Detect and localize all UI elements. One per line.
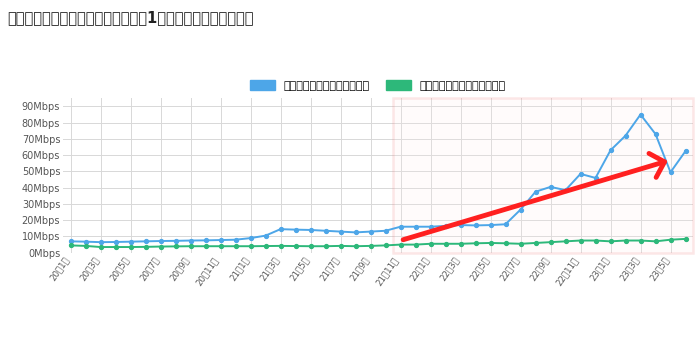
Bar <box>393 98 693 253</box>
Text: ソフトバンクエアーの夜の時間帯の1ヶ月ごとの平均速度推移: ソフトバンクエアーの夜の時間帯の1ヶ月ごとの平均速度推移 <box>7 11 253 26</box>
Legend: 平均ダウンロード速度の推移, 平均アップロード速度の推移: 平均ダウンロード速度の推移, 平均アップロード速度の推移 <box>246 76 510 96</box>
